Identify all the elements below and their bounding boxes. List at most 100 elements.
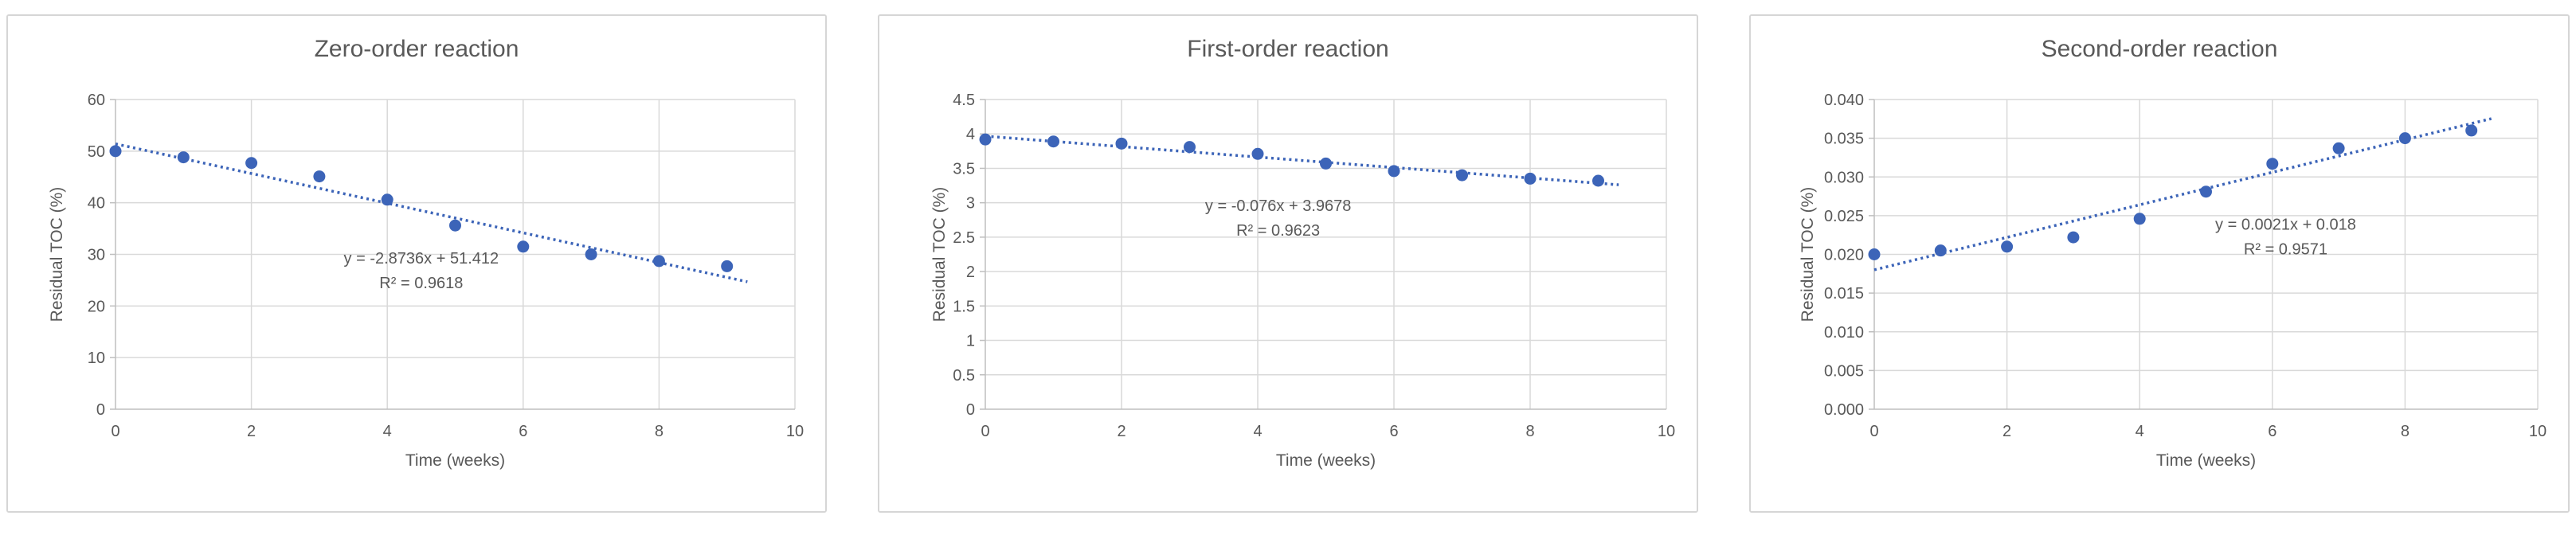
y-tick-label: 0.020 bbox=[1824, 247, 1864, 264]
data-point bbox=[1251, 147, 1264, 160]
data-point bbox=[721, 260, 734, 272]
data-point bbox=[177, 151, 190, 164]
zero-order-scatter-chart: 0 10 20 30 40 50 60 0 2 4 6 8 10 Time (weeks) Residual… bbox=[48, 92, 804, 470]
y-tick-label: 30 bbox=[88, 247, 105, 264]
first-order-scatter-chart: 0 0.5 1 1.5 2 2.5 3 3.5 4 4.5 0 2 4 6 8 10 Time (weeks) R… bbox=[930, 92, 1675, 470]
trendline bbox=[115, 142, 748, 283]
data-point bbox=[1320, 157, 1332, 170]
y-tick-label: 0.000 bbox=[1824, 401, 1864, 419]
x-tick-label: 2 bbox=[2002, 423, 2011, 440]
trendline bbox=[1873, 117, 2492, 271]
gridlines bbox=[1874, 99, 2539, 409]
y-tick-label: 0.005 bbox=[1824, 362, 1864, 380]
x-tick-label: 0 bbox=[1869, 423, 1878, 440]
data-point bbox=[245, 157, 258, 170]
second-order-scatter-chart: 0.000 0.005 0.010 0.015 0.020 0.025 0.030 0.035… bbox=[1799, 92, 2547, 470]
x-tick-label: 2 bbox=[247, 423, 256, 440]
y-tick-label: 1.5 bbox=[953, 298, 975, 315]
chart-title-zero-order: Zero-order reaction bbox=[314, 36, 519, 62]
figure-strip: Zero-order reaction 0 10 20 30 40 50 60 0 2 4 6 8 10… bbox=[6, 14, 2570, 513]
data-point bbox=[585, 248, 597, 260]
trendline bbox=[985, 135, 1619, 186]
y-tick-label: 3.5 bbox=[953, 160, 975, 178]
data-point bbox=[2465, 124, 2478, 137]
data-points bbox=[1868, 124, 2478, 260]
data-point bbox=[109, 145, 122, 158]
x-axis-title: Time (weeks) bbox=[1276, 451, 1376, 470]
y-tick-label: 4.5 bbox=[953, 92, 975, 109]
chart-panel-second-order: Second-order reaction 0.000 0.005 0.010 0.0… bbox=[1749, 14, 2570, 513]
x-tick-label: 6 bbox=[1389, 423, 1398, 440]
data-point bbox=[313, 170, 326, 183]
trendline-r2-label: R² = 0.9623 bbox=[1236, 222, 1320, 240]
data-point bbox=[2266, 158, 2279, 170]
trendline-equation-label: y = -0.076x + 3.9678 bbox=[1205, 197, 1351, 215]
x-tick-label: 8 bbox=[1525, 423, 1534, 440]
chart-panel-zero-order: Zero-order reaction 0 10 20 30 40 50 60 0 2 4 6 8 10… bbox=[6, 14, 827, 513]
data-point bbox=[2067, 231, 2080, 244]
y-tick-label: 0.040 bbox=[1824, 92, 1864, 109]
x-tick-label: 0 bbox=[111, 423, 119, 440]
y-tick-label: 0.010 bbox=[1824, 324, 1864, 342]
x-tick-label: 2 bbox=[1117, 423, 1126, 440]
data-points bbox=[109, 145, 734, 272]
x-axis-title: Time (weeks) bbox=[2156, 451, 2256, 470]
y-axis-ticks bbox=[980, 99, 985, 410]
data-point bbox=[449, 219, 461, 232]
y-tick-label: 1 bbox=[966, 333, 975, 350]
y-tick-label: 4 bbox=[966, 126, 975, 143]
x-tick-label: 6 bbox=[2268, 423, 2277, 440]
data-point bbox=[652, 255, 665, 268]
y-tick-label: 0.5 bbox=[953, 367, 975, 385]
y-tick-label: 2 bbox=[966, 264, 975, 281]
data-point bbox=[1524, 172, 1537, 185]
data-point bbox=[979, 133, 992, 146]
x-tick-label: 4 bbox=[383, 423, 392, 440]
y-tick-label: 10 bbox=[88, 350, 105, 367]
y-tick-label: 60 bbox=[88, 92, 105, 109]
data-point bbox=[1592, 174, 1604, 187]
x-tick-label: 4 bbox=[2136, 423, 2144, 440]
y-tick-label: 40 bbox=[88, 195, 105, 213]
y-tick-label: 0 bbox=[96, 401, 105, 419]
y-tick-label: 2.5 bbox=[953, 229, 975, 247]
chart-title-second-order: Second-order reaction bbox=[2041, 36, 2278, 62]
chart-panel-first-order: First-order reaction 0 0.5 1 1.5 2 2.5 3 3.5 4 4.… bbox=[878, 14, 1698, 513]
y-tick-label: 0 bbox=[966, 401, 975, 419]
y-axis-title: Residual TOC (%) bbox=[1799, 187, 1817, 322]
data-point bbox=[2001, 240, 2014, 253]
data-point bbox=[1047, 135, 1059, 148]
data-point bbox=[1184, 141, 1196, 154]
x-tick-label: 4 bbox=[1253, 423, 1262, 440]
trendline-equation-label: y = 0.0021x + 0.018 bbox=[2215, 216, 2356, 233]
data-points bbox=[979, 133, 1604, 187]
y-tick-label: 20 bbox=[88, 298, 105, 315]
y-axis-title: Residual TOC (%) bbox=[48, 187, 66, 322]
data-point bbox=[1456, 169, 1468, 182]
x-tick-label: 6 bbox=[519, 423, 527, 440]
x-tick-label: 10 bbox=[1658, 423, 1675, 440]
y-tick-label: 0.025 bbox=[1824, 208, 1864, 225]
x-tick-label: 10 bbox=[786, 423, 804, 440]
y-tick-label: 0.030 bbox=[1824, 169, 1864, 186]
data-point bbox=[2398, 132, 2411, 145]
x-axis-title: Time (weeks) bbox=[405, 451, 505, 470]
data-point bbox=[1934, 244, 1947, 257]
trendline-equation-label: y = -2.8736x + 51.412 bbox=[344, 250, 499, 268]
x-tick-label: 0 bbox=[981, 423, 989, 440]
data-point bbox=[2133, 213, 2146, 225]
y-tick-label: 3 bbox=[966, 195, 975, 213]
x-tick-label: 8 bbox=[2401, 423, 2410, 440]
data-point bbox=[517, 240, 530, 253]
data-point bbox=[2200, 185, 2212, 198]
data-point bbox=[1868, 248, 1881, 260]
x-tick-label: 10 bbox=[2529, 423, 2547, 440]
y-tick-label: 50 bbox=[88, 143, 105, 161]
gridlines bbox=[985, 99, 1667, 409]
chart-title-first-order: First-order reaction bbox=[1187, 36, 1389, 62]
data-point bbox=[381, 193, 393, 206]
data-point bbox=[2332, 142, 2345, 154]
y-tick-label: 0.015 bbox=[1824, 285, 1864, 303]
y-tick-label: 0.035 bbox=[1824, 131, 1864, 148]
x-tick-label: 8 bbox=[655, 423, 664, 440]
